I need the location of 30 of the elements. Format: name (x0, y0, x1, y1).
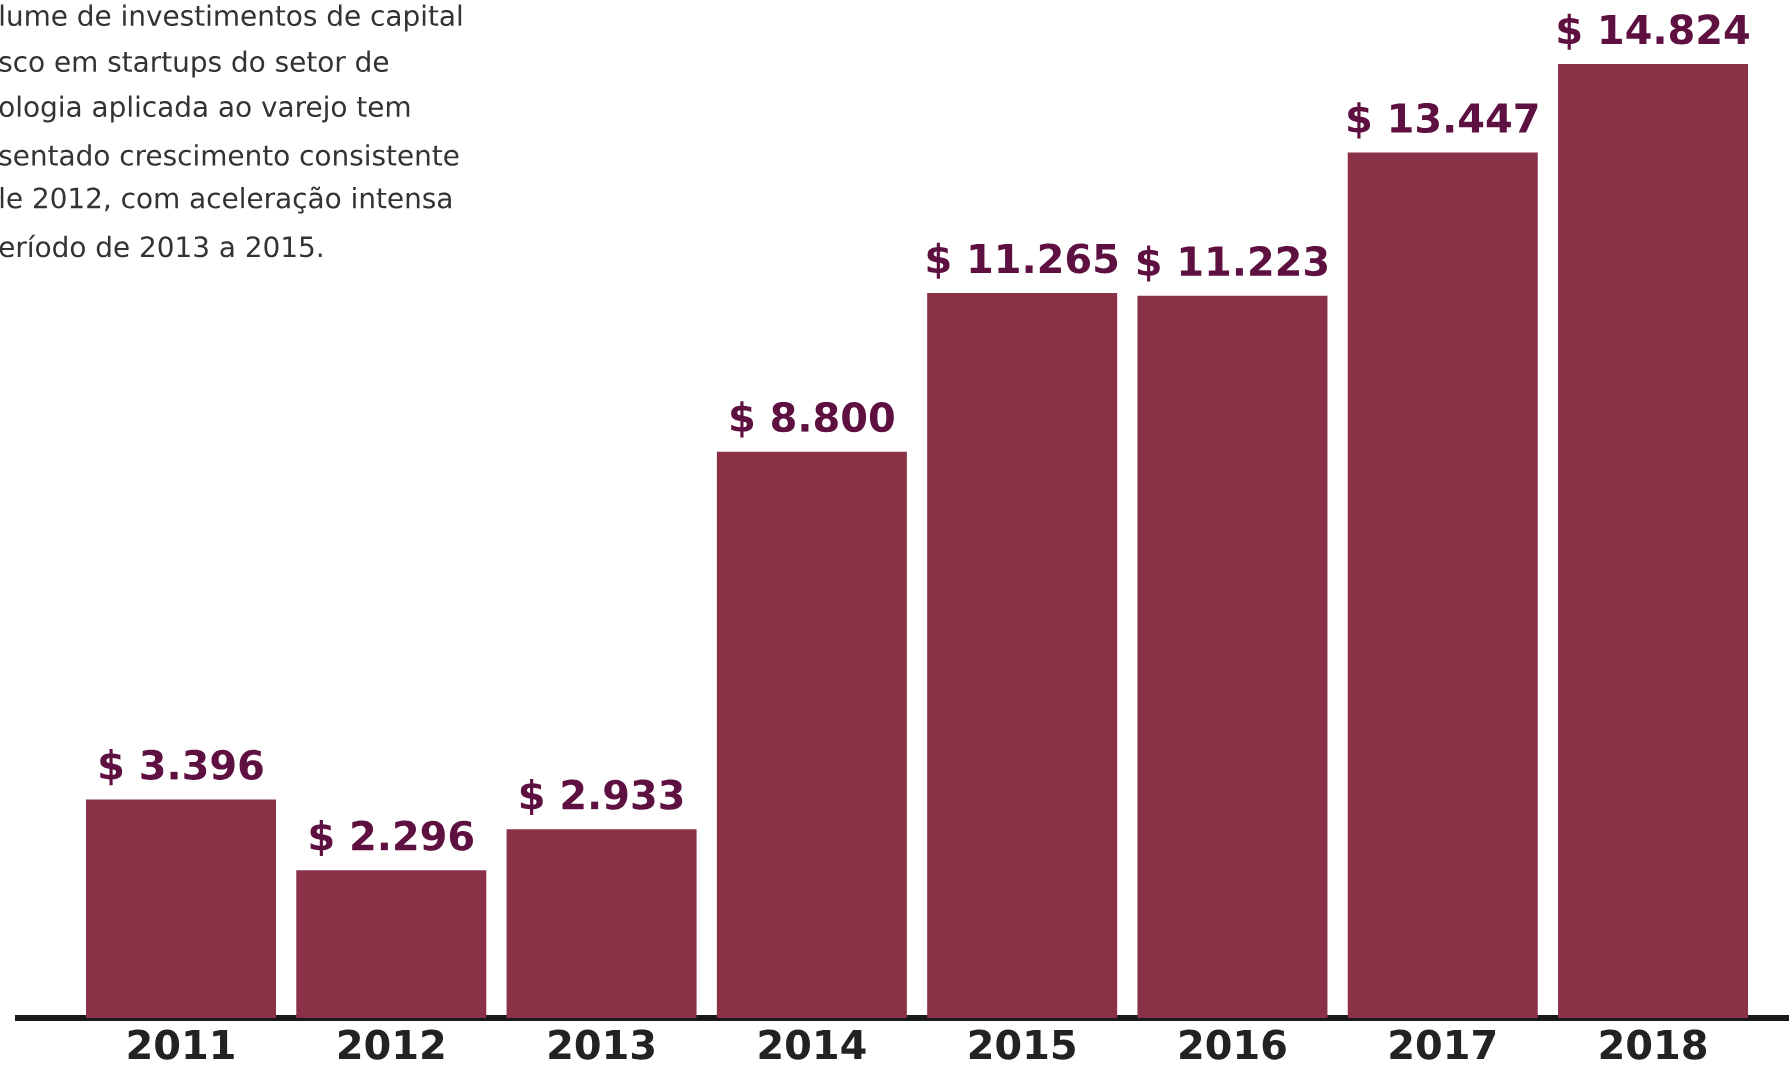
x-tick-label: 2018 (1600, 1029, 1707, 1060)
bar (296, 870, 487, 1018)
annotation: eríodo de 2013 a 2015. (0, 234, 322, 258)
text: lume de investimentos de capital (0, 4, 462, 32)
data-label: $ 2.933 (520, 778, 683, 816)
bar (927, 293, 1118, 1018)
x-tick-label: 2015 (969, 1029, 1075, 1060)
data-label: $ 14.824 (1558, 13, 1749, 50)
bar (1347, 152, 1538, 1018)
bar (1137, 295, 1328, 1018)
annotation: sco em startups do setor de (0, 50, 389, 78)
x-tick-label: 2012 (338, 1029, 444, 1060)
x-tick-label: 2013 (549, 1029, 654, 1060)
data-label: $ 8.800 (731, 401, 894, 438)
x-tick-label: 2017 (1390, 1029, 1496, 1060)
bar (1558, 63, 1749, 1018)
x-tick-label: 2014 (759, 1029, 866, 1060)
bar (506, 829, 697, 1018)
annotation: sentado crescimento consistente (0, 144, 459, 166)
data-label: $ 11.265 (927, 242, 1118, 279)
data-label: $ 13.447 (1348, 102, 1538, 139)
bar (716, 451, 907, 1018)
x-tick-label: 2016 (1180, 1029, 1286, 1060)
annotation: ologia aplicada ao varejo tem (0, 95, 410, 123)
data-label: $ 2.296 (310, 819, 473, 857)
annotation: le 2012, com aceleração intensa (0, 186, 451, 214)
bar (85, 799, 276, 1018)
x-tick-label: 2011 (128, 1029, 234, 1060)
data-label: $ 11.223 (1137, 245, 1327, 282)
data-label: $ 3.396 (100, 749, 263, 786)
